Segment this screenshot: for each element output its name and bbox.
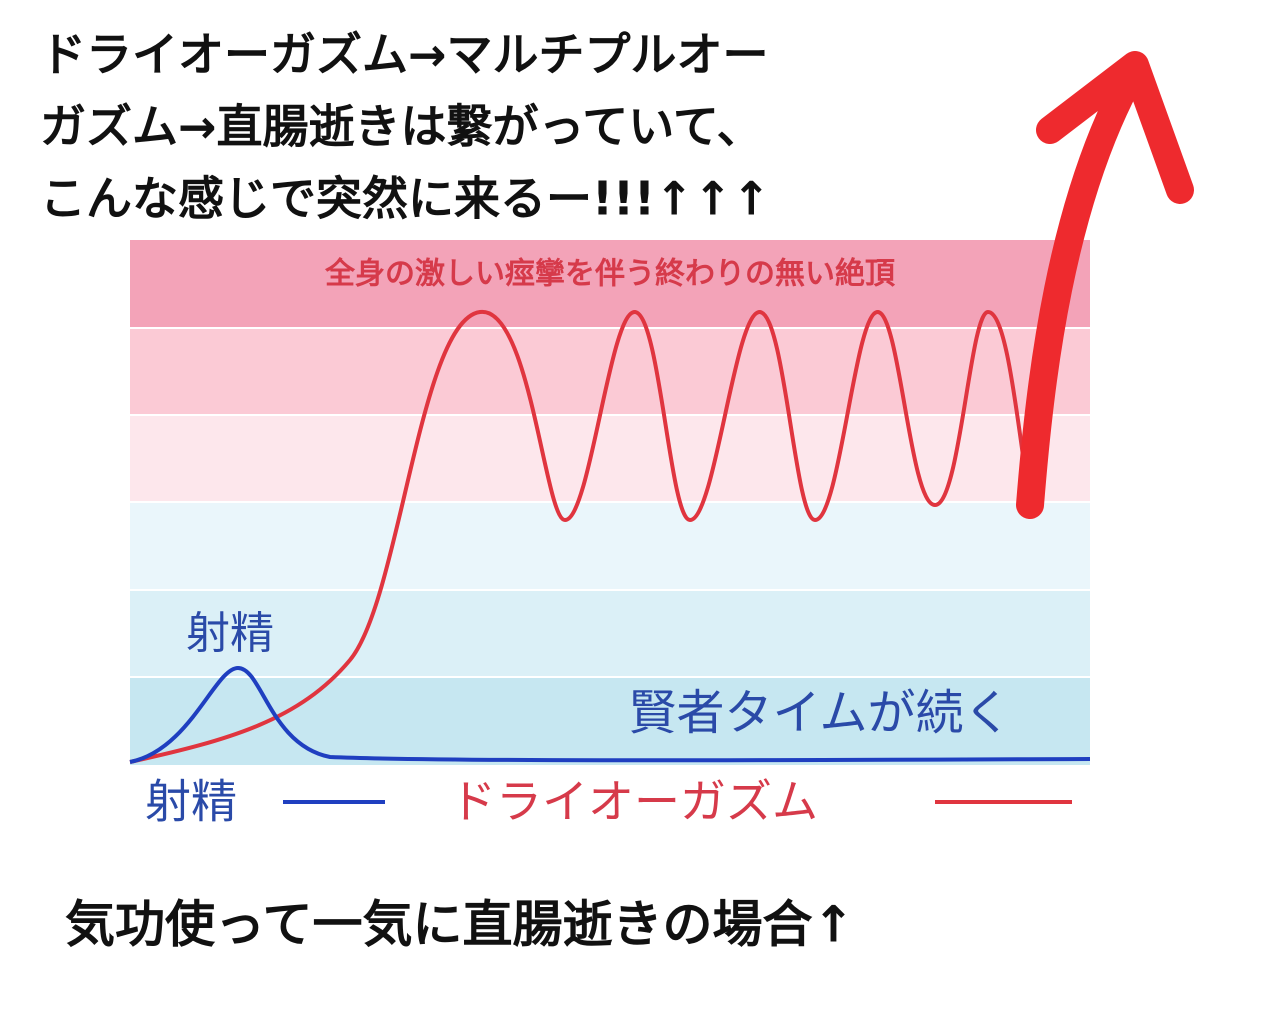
band [130, 502, 1090, 590]
arrow [1016, 51, 1194, 519]
header-line: こんな感じで突然に来るー!!!↑↑↑ [40, 172, 771, 226]
footer: 気功使って一気に直腸逝きの場合↑ [65, 896, 854, 954]
ejaculation-curve [129, 665, 1091, 764]
peak-label: 射精 [186, 608, 274, 659]
legend-label: ドライオーガズム [450, 775, 818, 829]
band [130, 415, 1090, 502]
band [130, 590, 1090, 677]
header-line: ガズム→直腸逝きは繋がっていて、 [40, 100, 763, 154]
band [130, 240, 1090, 328]
legend-label: 射精 [145, 775, 237, 829]
after-label: 賢者タイムが続く [628, 685, 1011, 741]
header-line: ドライオーガズム→マルチプルオー [40, 28, 769, 82]
band [130, 677, 1090, 765]
band-label: 全身の激しい痙攣を伴う終わりの無い絶頂 [324, 257, 896, 292]
dry-orgasm-curve [129, 309, 1027, 764]
